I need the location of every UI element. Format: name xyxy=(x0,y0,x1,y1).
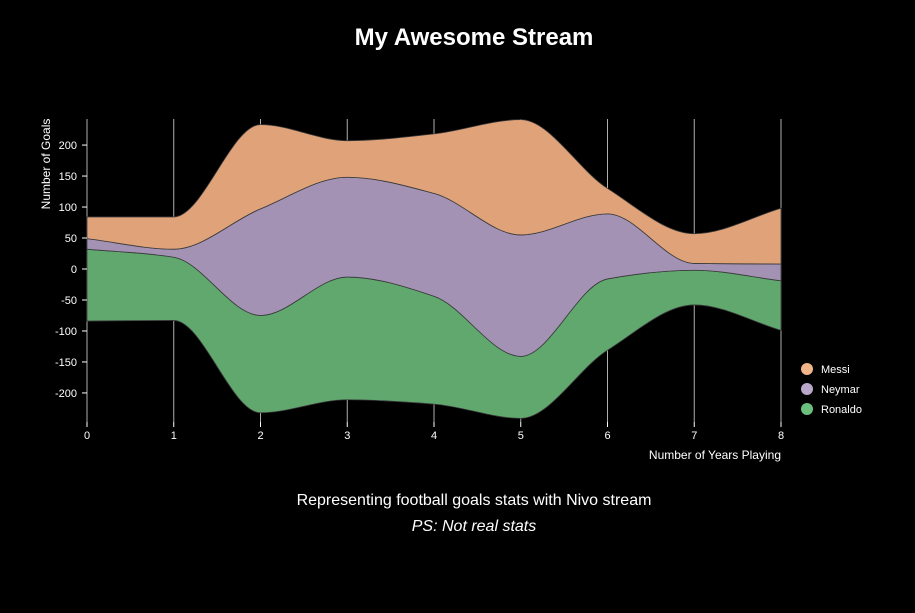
x-tick-label: 2 xyxy=(257,430,263,442)
y-tick-label: 0 xyxy=(71,264,77,276)
y-tick-label: 200 xyxy=(59,140,77,152)
x-tick-label: 5 xyxy=(518,430,524,442)
x-tick-label: 0 xyxy=(84,430,90,442)
stream-layers xyxy=(86,119,782,419)
legend-swatch xyxy=(801,363,813,375)
x-tick-label: 3 xyxy=(344,430,350,442)
legend-label: Neymar xyxy=(821,384,860,396)
y-tick-label: -50 xyxy=(61,295,77,307)
x-tick-label: 7 xyxy=(691,430,697,442)
y-tick-label: 50 xyxy=(65,233,77,245)
chart-title: My Awesome Stream xyxy=(354,24,594,51)
legend: Messi Neymar Ronaldo xyxy=(801,363,862,416)
legend-item-ronaldo[interactable]: Ronaldo xyxy=(801,403,862,416)
x-axis: 0 1 2 3 4 5 6 7 8 Number of Years Playing xyxy=(84,422,784,462)
x-axis-label: Number of Years Playing xyxy=(649,448,781,462)
x-tick-label: 1 xyxy=(171,430,177,442)
y-axis-label: Number of Goals xyxy=(39,119,53,210)
legend-label: Ronaldo xyxy=(821,404,862,416)
legend-swatch xyxy=(801,383,813,395)
y-tick-label: -100 xyxy=(55,326,77,338)
legend-item-neymar[interactable]: Neymar xyxy=(801,383,860,396)
y-tick-label: 100 xyxy=(59,202,77,214)
y-tick-label: 150 xyxy=(59,171,77,183)
y-tick-label: -200 xyxy=(55,388,77,400)
y-axis: 200 150 100 50 0 -50 -100 -150 -200 Number of Goa… xyxy=(39,119,87,400)
legend-swatch xyxy=(801,403,813,415)
x-tick-label: 6 xyxy=(604,430,610,442)
legend-label: Messi xyxy=(821,364,850,376)
stream-layer-messi[interactable] xyxy=(86,119,782,265)
legend-item-messi[interactable]: Messi xyxy=(801,363,850,376)
chart-note: PS: Not real stats xyxy=(411,518,537,535)
x-tick-label: 8 xyxy=(778,430,784,442)
y-tick-label: -150 xyxy=(55,357,77,369)
chart-caption: Representing football goals stats with N… xyxy=(296,492,652,509)
x-tick-label: 4 xyxy=(431,430,437,442)
